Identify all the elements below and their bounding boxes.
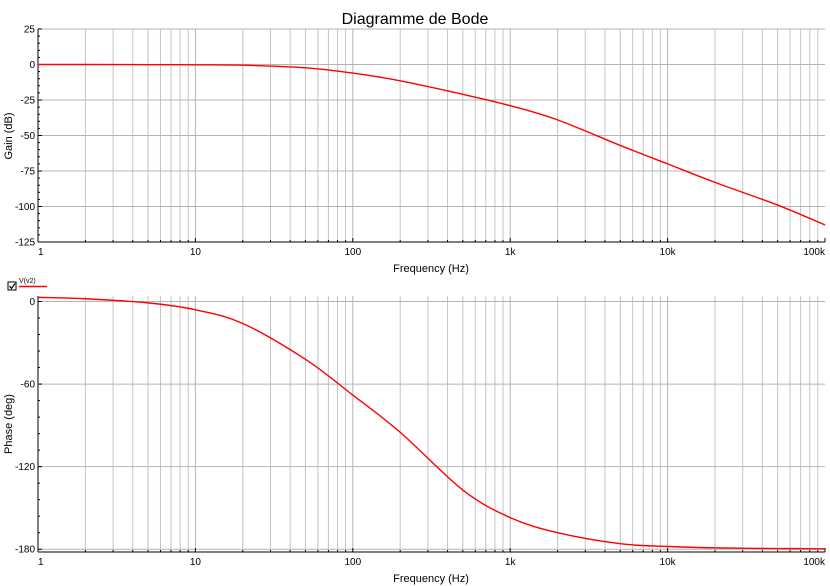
phase-x-tick-label: 10 xyxy=(190,557,202,568)
gain-x-tick-label: 10k xyxy=(660,247,677,258)
gain-series-line[interactable] xyxy=(37,63,826,226)
phase-y-tick-label: -120 xyxy=(15,462,35,473)
gain-x-axis-label: Frequency (Hz) xyxy=(393,263,469,275)
gain-y-axis-label: Gain (dB) xyxy=(3,112,15,159)
gain-x-tick-label: 1 xyxy=(38,247,44,258)
legend-checkbox[interactable] xyxy=(7,281,17,291)
phase-x-tick-label: 10k xyxy=(660,557,677,568)
chart-title: Diagramme de Bode xyxy=(342,11,489,28)
gain-y-tick-label: -125 xyxy=(15,238,35,249)
gain-y-tick-label: -75 xyxy=(21,167,36,178)
phase-x-tick-label: 100k xyxy=(803,557,826,568)
gain-x-tick-label: 100 xyxy=(344,247,361,258)
phase-x-tick-label: 100 xyxy=(344,557,361,568)
check-icon xyxy=(9,283,16,290)
phase-y-tick-label: -180 xyxy=(15,545,35,556)
gain-y-tick-label: -50 xyxy=(21,131,36,142)
gain-x-tick-label: 100k xyxy=(803,247,826,258)
phase-x-axis-label: Frequency (Hz) xyxy=(393,573,469,585)
gain-x-tick-label: 10 xyxy=(190,247,202,258)
gain-y-tick-label: 0 xyxy=(29,60,35,71)
phase-legend[interactable]: V(v2) xyxy=(7,278,47,291)
phase-y-tick-label: 0 xyxy=(29,297,35,308)
legend-entry-label: V(v2) xyxy=(19,278,36,285)
gain-y-tick-label: 25 xyxy=(24,25,36,36)
phase-plot-area xyxy=(38,296,825,552)
phase-y-tick-label: -60 xyxy=(21,380,36,391)
phase-series-line[interactable] xyxy=(37,296,826,550)
gain-x-tick-label: 1k xyxy=(505,247,517,258)
gain-y-tick-label: -100 xyxy=(15,202,35,213)
phase-x-tick-label: 1 xyxy=(38,557,44,568)
phase-y-axis-label: Phase (deg) xyxy=(3,394,15,454)
phase-x-tick-label: 1k xyxy=(505,557,517,568)
gain-y-tick-label: -25 xyxy=(21,96,36,107)
